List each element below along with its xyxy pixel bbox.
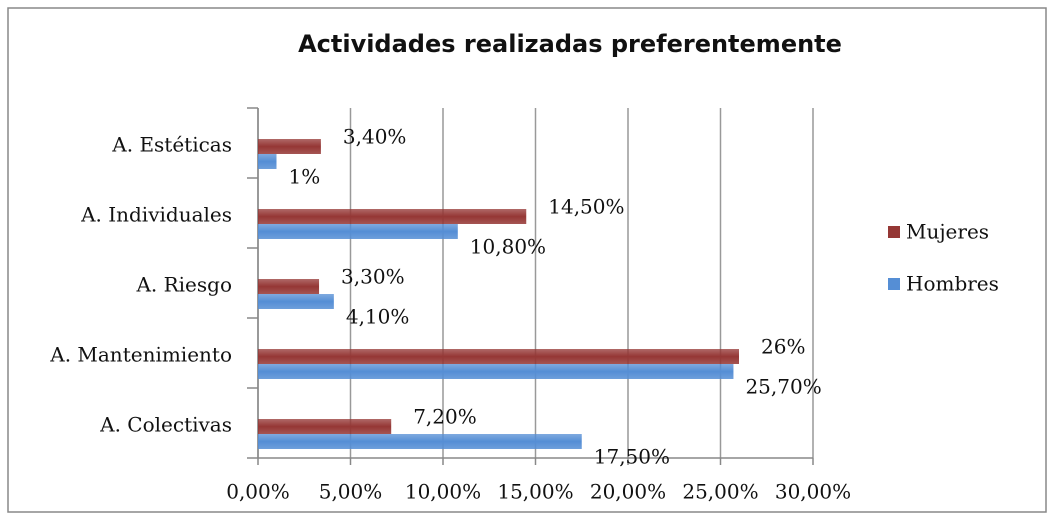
y-tick-label: A. Individuales xyxy=(80,203,232,227)
data-label: 4,10% xyxy=(346,305,410,329)
legend-swatch xyxy=(888,278,900,290)
data-label: 3,40% xyxy=(343,125,407,149)
chart-title: Actividades realizadas preferentemente xyxy=(298,30,842,58)
data-label: 26% xyxy=(761,335,805,359)
bar xyxy=(258,279,320,294)
data-label: 25,70% xyxy=(745,375,821,399)
bar xyxy=(258,139,321,154)
bar xyxy=(258,294,334,309)
y-tick-label: A. Estéticas xyxy=(111,133,232,157)
legend-label: Mujeres xyxy=(906,220,989,244)
bar xyxy=(258,349,739,364)
y-tick-label: A. Colectivas xyxy=(99,413,232,437)
x-tick-label: 30,00% xyxy=(775,480,851,504)
legend-label: Hombres xyxy=(906,272,999,296)
bar xyxy=(258,419,392,434)
x-tick-label: 5,00% xyxy=(319,480,383,504)
x-tick-label: 15,00% xyxy=(497,480,573,504)
data-label: 14,50% xyxy=(548,195,624,219)
y-tick-label: A. Riesgo xyxy=(135,273,232,297)
x-tick-label: 20,00% xyxy=(590,480,666,504)
bar xyxy=(258,154,277,169)
data-label: 10,80% xyxy=(470,235,546,259)
x-tick-label: 25,00% xyxy=(682,480,758,504)
bar xyxy=(258,224,458,239)
data-label: 17,50% xyxy=(594,445,670,469)
data-label: 3,30% xyxy=(341,265,405,289)
chart-border xyxy=(7,7,1047,513)
bar xyxy=(258,364,734,379)
bar xyxy=(258,209,527,224)
bar xyxy=(258,434,582,449)
x-tick-label: 10,00% xyxy=(405,480,481,504)
legend-swatch xyxy=(888,226,900,238)
x-tick-label: 0,00% xyxy=(226,480,290,504)
data-label: 1% xyxy=(289,165,321,189)
data-label: 7,20% xyxy=(413,405,477,429)
y-tick-label: A. Mantenimiento xyxy=(49,343,232,367)
